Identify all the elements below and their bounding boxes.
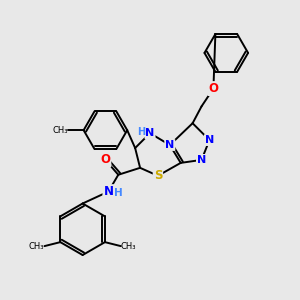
Text: O: O <box>100 153 110 167</box>
Text: H: H <box>114 188 123 198</box>
Text: CH₃: CH₃ <box>121 242 136 250</box>
Text: N: N <box>205 135 214 145</box>
Text: S: S <box>154 169 162 182</box>
Text: CH₃: CH₃ <box>52 126 68 135</box>
Text: N: N <box>165 140 174 150</box>
Text: H: H <box>137 127 145 137</box>
Text: O: O <box>208 82 218 95</box>
Text: N: N <box>197 155 206 165</box>
Text: N: N <box>146 128 154 138</box>
Text: N: N <box>103 185 113 198</box>
Text: CH₃: CH₃ <box>29 242 44 250</box>
